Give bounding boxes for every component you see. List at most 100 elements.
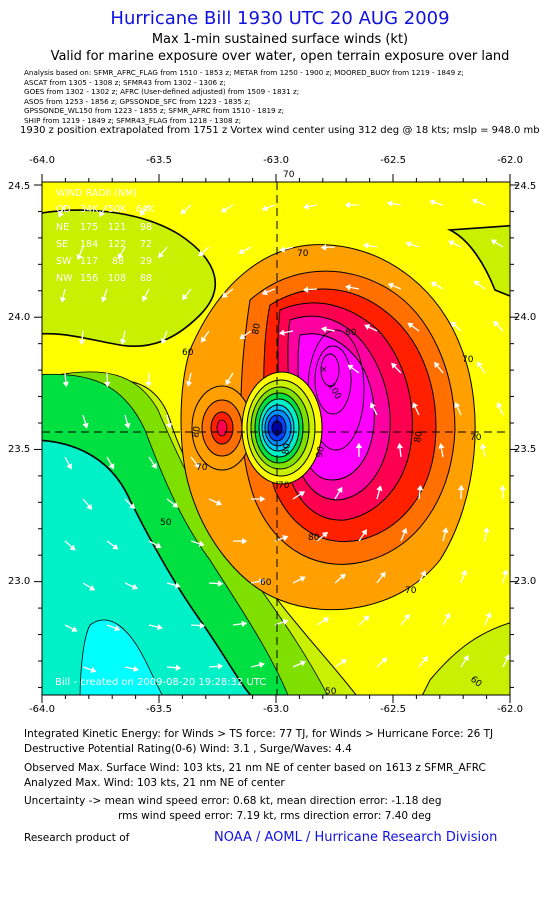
map-title: Hurricane Bill 1930 UTC 20 AUG 2009 xyxy=(110,8,450,29)
wind-arrow-head xyxy=(59,296,67,303)
wind-arrow-head xyxy=(78,339,86,346)
wind-arrow-head xyxy=(175,664,182,671)
wind-arrow-head xyxy=(129,503,136,510)
wind-arrow-head xyxy=(241,537,248,545)
contour-label: 90 xyxy=(315,445,327,458)
lon-tick-label: -63.0 xyxy=(263,155,289,166)
map-subtitle: Max 1-min sustained surface winds (kt) xyxy=(151,32,409,47)
wind-arrow-head xyxy=(180,208,187,215)
wind-arrow-head xyxy=(142,295,148,302)
max-wind-marker: × xyxy=(320,365,328,375)
uncertainty-rms: rms wind speed error: 7.19 kt, rms direc… xyxy=(118,810,432,822)
wind-arrow-head xyxy=(158,251,164,259)
wind-arrow-head xyxy=(363,615,370,622)
wind-radii-cell: SW xyxy=(56,256,72,267)
wind-radii-cell: 98 xyxy=(140,222,152,233)
wind-arrow-head xyxy=(185,381,193,387)
wind-arrow-head xyxy=(131,583,138,590)
wind-arrow-head xyxy=(119,339,127,345)
wind-arrow-head xyxy=(88,584,96,591)
wind-arrow-head xyxy=(199,622,206,629)
wind-arrow-head xyxy=(401,527,408,534)
wind-radii-cell: 156 xyxy=(80,273,98,284)
lon-tick-label: -62.5 xyxy=(380,704,406,715)
source-line: ASOS from 1253 - 1856 z; GPSSONDE_SFC fr… xyxy=(24,96,251,106)
wind-arrow-head xyxy=(155,542,162,549)
wind-arrow-head xyxy=(336,486,343,493)
wind-contours xyxy=(42,182,510,695)
wind-arrow-head xyxy=(282,618,289,626)
wind-arrow-head xyxy=(165,422,173,429)
analyzed-max-wind: Analyzed Max. Wind: 103 kts, 21 nm NE of… xyxy=(24,777,285,789)
contour-label: 70 xyxy=(405,586,417,596)
lon-tick-label: -62.0 xyxy=(497,704,523,715)
wind-arrow-head xyxy=(114,625,121,632)
wind-arrow-head xyxy=(225,378,232,386)
map-subtitle-exposure: Valid for marine exposure over water, op… xyxy=(50,49,510,64)
lat-labels-left: 24.5 24.0 23.5 23.0 xyxy=(8,181,30,587)
wind-arrow-head xyxy=(422,655,429,663)
wind-arrow-head xyxy=(108,463,115,470)
wind-arrow-head xyxy=(302,286,309,293)
lat-tick-label: 23.0 xyxy=(514,576,536,587)
wind-arrow-head xyxy=(504,654,510,661)
wind-arrow-head xyxy=(322,617,330,624)
analysis-sources: Analysis based on: SFMR_AFRC_FLAG from 1… xyxy=(24,68,544,125)
wind-arrow-head xyxy=(124,422,131,429)
dpr-text: Destructive Potential Rating(0-6) Wind: … xyxy=(24,743,352,755)
wind-radii-cell: 184 xyxy=(80,239,98,250)
wind-arrow-head xyxy=(198,250,205,257)
wind-radii-row: SE 184 122 72 xyxy=(56,239,152,250)
lon-tick-label: -62.0 xyxy=(497,155,523,166)
lon-tick-label: -63.0 xyxy=(263,704,289,715)
wind-arrow-head xyxy=(429,199,436,206)
wind-arrow-head xyxy=(101,296,108,303)
contour-label: 50 xyxy=(160,518,172,528)
wind-arrow-head xyxy=(355,442,363,449)
wind-radii-row: NW 156 108 88 xyxy=(56,273,152,284)
contour-label: 50 xyxy=(325,687,337,697)
wind-vectors xyxy=(58,198,510,673)
wind-arrow-head xyxy=(450,321,457,328)
wind-arrow-head xyxy=(302,203,309,210)
wind-radii-cell: QD xyxy=(56,204,71,215)
wind-arrow-head xyxy=(339,573,346,580)
lat-tick-label: 24.5 xyxy=(514,181,536,192)
wind-arrow-head xyxy=(490,239,498,246)
wind-arrow-head xyxy=(194,461,200,469)
wind-arrow-head xyxy=(139,209,146,216)
wind-radii-cell: NW xyxy=(56,273,73,284)
wind-arrow-head xyxy=(71,626,78,632)
wind-arrow-head xyxy=(239,333,246,340)
wind-arrow-head xyxy=(381,657,388,664)
center-crosshair xyxy=(42,182,510,695)
wind-arrow-head xyxy=(434,361,440,369)
wind-arrow-head xyxy=(278,329,285,336)
wind-arrow-head xyxy=(463,654,469,662)
wind-arrow-head xyxy=(362,242,369,249)
lat-tick-label: 24.5 xyxy=(8,181,30,192)
wind-arrow-head xyxy=(483,526,490,533)
contour-fill-cyan xyxy=(79,619,163,695)
wind-arrow-head xyxy=(299,576,306,582)
wind-arrow-head xyxy=(376,485,383,492)
wind-arrow-head xyxy=(112,543,119,550)
observed-max-wind: Observed Max. Surface Wind: 103 kts, 21 … xyxy=(24,762,486,774)
wind-arrow-head xyxy=(258,661,265,668)
contour-label: 70 xyxy=(470,433,482,443)
wind-arrow-head xyxy=(320,326,327,333)
lat-tick-label: 24.0 xyxy=(8,312,30,323)
contour-label: 60 xyxy=(182,348,194,358)
wind-arrow-head xyxy=(220,206,228,213)
contour-label: 70 xyxy=(196,463,208,473)
wind-arrow-head xyxy=(282,535,289,542)
contour-label: 80 xyxy=(308,533,320,543)
wind-arrow-head xyxy=(420,570,426,577)
wind-arrow-head xyxy=(499,484,506,491)
wind-arrow-head xyxy=(473,280,480,287)
wind-arrow-head xyxy=(407,322,414,329)
wind-arrow-head xyxy=(476,361,483,368)
research-label: Research product of xyxy=(24,832,130,844)
lon-tick-label: -64.0 xyxy=(29,704,55,715)
wind-radii-cell: 34K xyxy=(80,204,99,215)
